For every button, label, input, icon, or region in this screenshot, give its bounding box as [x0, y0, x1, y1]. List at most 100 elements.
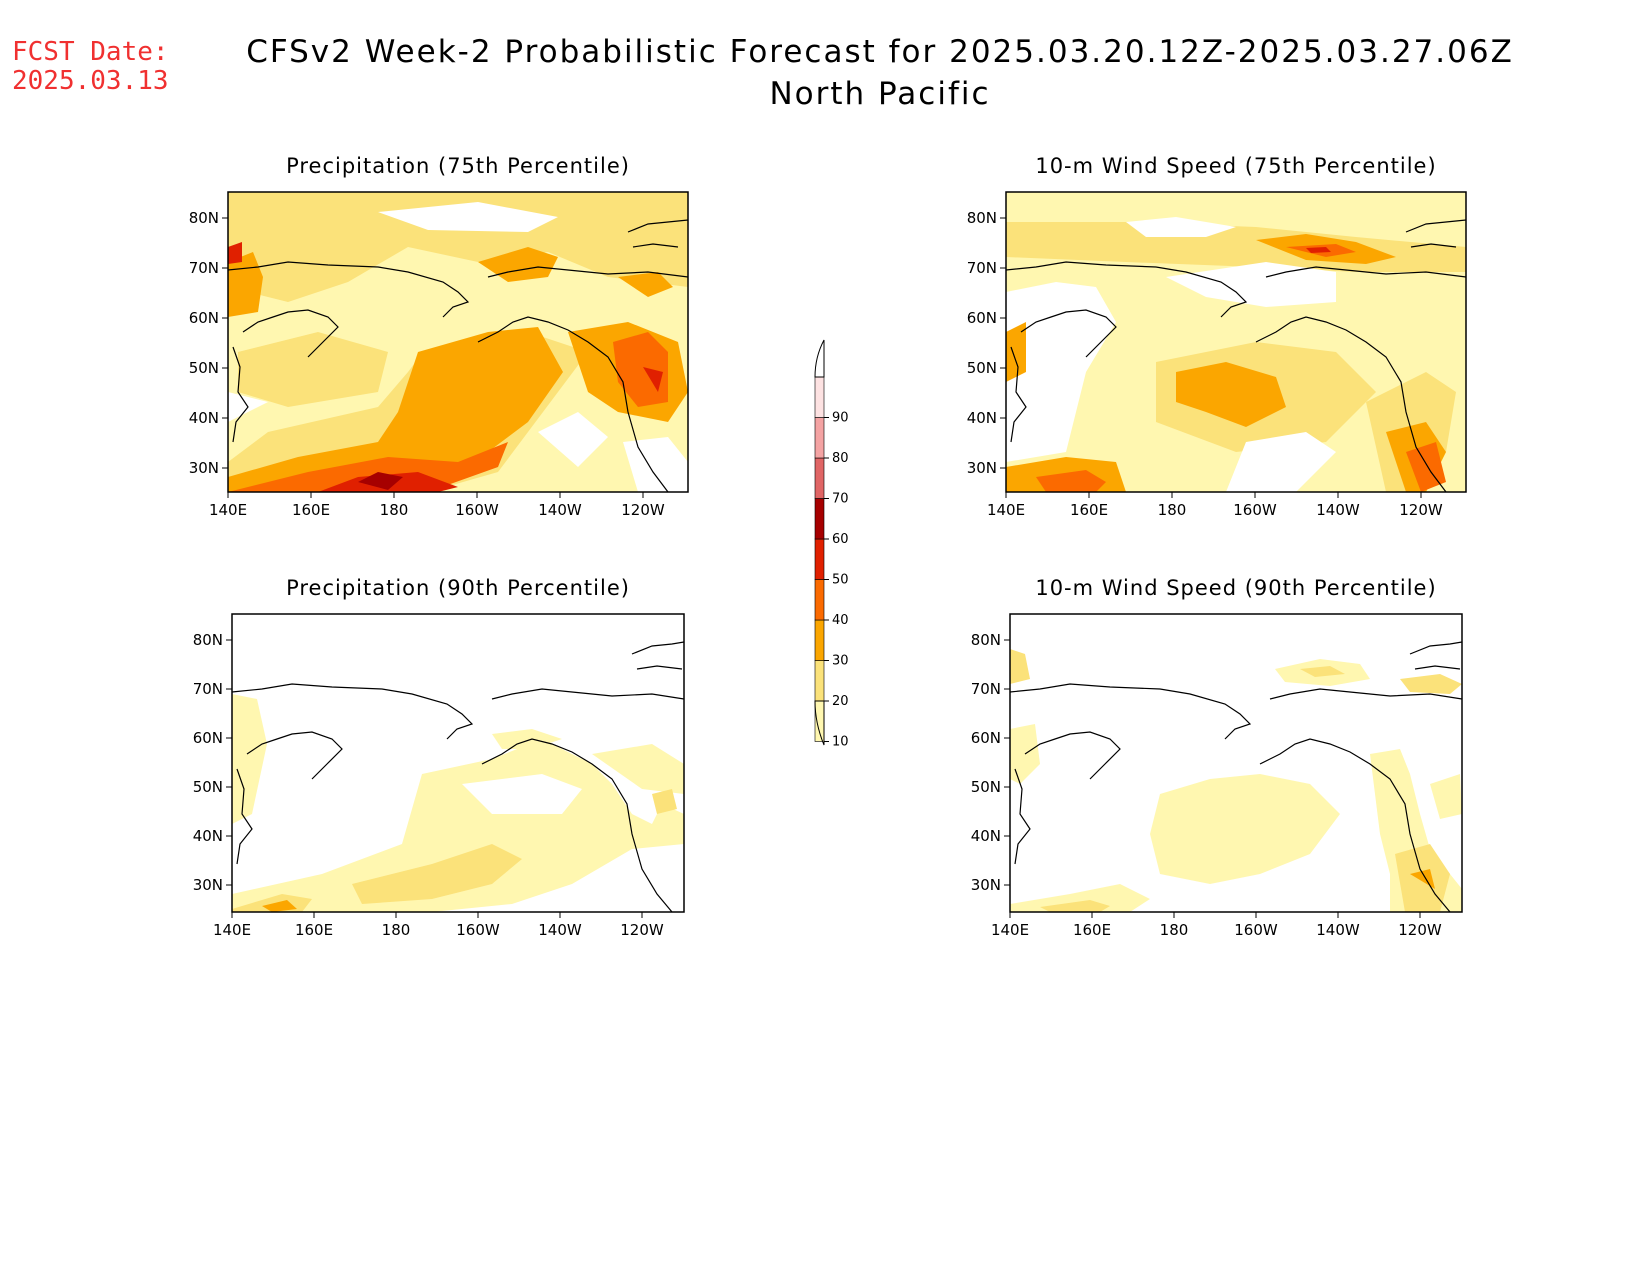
lon-tick: 160W [455, 501, 499, 519]
lon-tick: 140E [209, 501, 247, 519]
colorbar-box [814, 498, 825, 540]
colorbar-tick-label: 70 [832, 492, 849, 507]
fcst-date-caption: FCST Date: [12, 37, 169, 67]
lat-axis: 80N 70N 60N 50N 40N 30N [193, 631, 232, 894]
panel-precip-90: Precipitation (90th Percentile) 80N [193, 576, 685, 939]
lat-tick: 30N [967, 459, 997, 477]
region-title: North Pacific [769, 76, 991, 112]
lat-tick: 50N [193, 778, 223, 796]
lon-tick: 140E [987, 501, 1025, 519]
colorbar-top-cap [814, 339, 825, 378]
colorbar-boxes [814, 376, 825, 742]
lat-tick: 60N [967, 309, 997, 327]
coastline [1005, 219, 1467, 493]
coastline [231, 641, 685, 913]
panel-precip-75: Precipitation (75th Percentile) [189, 154, 689, 519]
panel-wind-75: 10-m Wind Speed (75th Percentile) [967, 154, 1467, 519]
lon-tick: 160W [1233, 501, 1277, 519]
lon-tick: 140W [538, 501, 582, 519]
colorbar-tick-label: 40 [832, 613, 849, 628]
lat-tick: 30N [189, 459, 219, 477]
lon-tick: 140E [991, 921, 1029, 939]
lon-tick: 120W [620, 921, 664, 939]
fcst-date-value: 2025.03.13 [12, 66, 169, 96]
lat-tick: 50N [189, 359, 219, 377]
colorbar-tick-label: 20 [832, 694, 849, 709]
lon-tick: 180 [1160, 921, 1189, 939]
lat-tick: 80N [189, 209, 219, 227]
contour-fill [1010, 614, 1462, 912]
colorbar-tick-label: 60 [832, 532, 849, 547]
plot-frame [231, 613, 685, 913]
lat-tick: 80N [971, 631, 1001, 649]
lon-tick: 120W [1399, 501, 1443, 519]
contour-fill [228, 192, 688, 492]
lon-tick: 180 [1158, 501, 1187, 519]
lat-tick: 30N [193, 876, 223, 894]
lat-tick: 80N [967, 209, 997, 227]
lat-tick: 50N [971, 778, 1001, 796]
colorbar-tick-label: 30 [832, 654, 849, 669]
lon-tick: 160E [1070, 501, 1108, 519]
panel-title: Precipitation (90th Percentile) [286, 576, 630, 600]
panel-title: 10-m Wind Speed (90th Percentile) [1035, 576, 1436, 600]
colorbar-box [814, 457, 825, 499]
lat-axis: 80N 70N 60N 50N 40N 30N [967, 209, 1006, 477]
lon-tick: 140W [1316, 921, 1360, 939]
colorbar-box [814, 660, 825, 702]
lat-tick: 60N [971, 729, 1001, 747]
colorbar: 10 20 30 40 50 60 70 80 90 [814, 339, 849, 750]
lon-tick: 140E [213, 921, 251, 939]
lat-tick: 30N [971, 876, 1001, 894]
panel-wind-90: 10-m Wind Speed (90th Percentile) [971, 576, 1463, 939]
lon-axis: 140E 160E 180 160W 140W 120W [991, 912, 1442, 939]
lat-axis: 80N 70N 60N 50N 40N 30N [971, 631, 1010, 894]
lon-tick: 160E [295, 921, 333, 939]
lat-axis: 80N 70N 60N 50N 40N 30N [189, 209, 228, 477]
main-title: CFSv2 Week-2 Probabilistic Forecast for … [246, 34, 1514, 70]
lon-tick: 140W [1316, 501, 1360, 519]
lat-tick: 60N [189, 309, 219, 327]
lat-tick: 70N [967, 259, 997, 277]
lon-tick: 160E [1073, 921, 1111, 939]
lat-tick: 70N [193, 680, 223, 698]
colorbar-tick-label: 80 [832, 451, 849, 466]
coastline [227, 219, 689, 493]
colorbar-tick-label: 10 [832, 735, 849, 750]
lon-tick: 140W [538, 921, 582, 939]
coastline [1009, 641, 1463, 913]
panel-title: Precipitation (75th Percentile) [286, 154, 630, 178]
lon-tick: 180 [382, 921, 411, 939]
contour-fill [232, 614, 684, 912]
lon-tick: 120W [1398, 921, 1442, 939]
colorbar-ticks: 10 20 30 40 50 60 70 80 90 [824, 411, 849, 750]
lon-axis: 140E 160E 180 160W 140W 120W [209, 492, 665, 519]
lat-tick: 50N [967, 359, 997, 377]
lat-tick: 40N [189, 409, 219, 427]
plot-frame [1005, 191, 1467, 493]
lon-axis: 140E 160E 180 160W 140W 120W [213, 912, 664, 939]
colorbar-tick-label: 90 [832, 411, 849, 426]
lon-tick: 160W [456, 921, 500, 939]
lat-tick: 70N [971, 680, 1001, 698]
plot-frame [1009, 613, 1463, 913]
colorbar-bottom-cap [814, 700, 825, 746]
colorbar-box [814, 376, 825, 418]
lat-tick: 70N [189, 259, 219, 277]
lat-tick: 40N [971, 827, 1001, 845]
colorbar-box [814, 619, 825, 661]
contour-fill [1006, 192, 1466, 492]
lon-axis: 140E 160E 180 160W 140W 120W [987, 492, 1443, 519]
lat-tick: 40N [193, 827, 223, 845]
panel-title: 10-m Wind Speed (75th Percentile) [1035, 154, 1436, 178]
plot-frame [227, 191, 689, 493]
colorbar-box [814, 538, 825, 580]
lon-tick: 120W [621, 501, 665, 519]
lat-tick: 60N [193, 729, 223, 747]
colorbar-box [814, 579, 825, 621]
lon-tick: 180 [380, 501, 409, 519]
lat-tick: 80N [193, 631, 223, 649]
lon-tick: 160E [292, 501, 330, 519]
colorbar-box [814, 417, 825, 459]
lon-tick: 160W [1234, 921, 1278, 939]
